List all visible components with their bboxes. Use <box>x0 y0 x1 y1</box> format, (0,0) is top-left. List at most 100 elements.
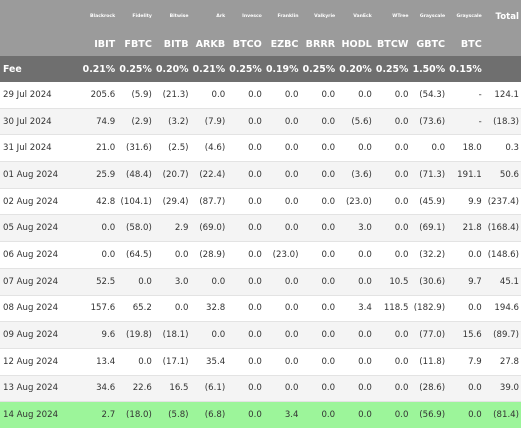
flow-cell: 25.9 <box>80 161 118 189</box>
flow-cell: 0.0 <box>263 82 301 109</box>
flow-cell: - <box>447 108 484 136</box>
flow-cell: 0.0 <box>227 241 264 269</box>
table-row: 12 Aug 2024 13.4 0.0 (17.1) 35.4 0.0 0.0 0.0 0.0… <box>0 348 521 376</box>
fee-cell: 0.25% <box>300 56 338 82</box>
flow-cell: (17.1) <box>153 348 191 376</box>
flow-cell: 52.5 <box>80 268 118 296</box>
flow-cell: 118.5 <box>373 295 411 323</box>
fee-cell: 0.21% <box>80 56 118 82</box>
ticker-header: BITB <box>153 33 191 56</box>
flow-cell: (31.6) <box>117 134 154 163</box>
flow-cell: (19.8) <box>117 321 154 349</box>
table-row: 30 Jul 2024 74.9 (2.9) (3.2) (7.9) 0.0 0.0 0.0(… <box>0 108 521 136</box>
flow-cell: (69.1) <box>410 214 448 243</box>
flow-cell: 21.8 <box>447 214 484 243</box>
flow-cell: 0.0 <box>227 188 264 216</box>
flow-cell: 0.0 <box>337 375 374 403</box>
flow-cell: 0.0 <box>300 82 338 109</box>
flow-cell: (58.0) <box>117 214 154 243</box>
date-cell: 06 Aug 2024 <box>0 241 81 269</box>
fee-cell: 1.50% <box>410 56 448 82</box>
date-cell: 12 Aug 2024 <box>0 348 81 376</box>
issuer-header: Valkyrie <box>300 0 338 33</box>
ticker-header: GBTC <box>410 33 448 56</box>
flow-cell: 2.7 <box>80 401 118 428</box>
flow-cell: 9.9 <box>447 188 484 216</box>
flow-cell: 0.0 <box>263 295 301 323</box>
flow-cell: (71.3) <box>410 161 448 189</box>
flow-cell: (5.6) <box>337 108 374 136</box>
flow-cell: 15.6 <box>447 321 484 349</box>
flow-cell: (30.6) <box>410 268 448 296</box>
issuer-header: Bitwise <box>153 0 191 33</box>
flow-cell: 0.0 <box>263 348 301 376</box>
flow-cell: 0.0 <box>227 268 264 296</box>
issuer-header: Grayscale <box>447 0 484 33</box>
flow-cell: 0.0 <box>190 82 228 109</box>
date-cell: 01 Aug 2024 <box>0 161 81 189</box>
total-cell: (81.4) <box>483 401 521 428</box>
flow-cell: 0.0 <box>300 401 338 428</box>
flow-cell: (3.6) <box>337 161 374 189</box>
flow-cell: 0.0 <box>373 82 411 109</box>
flow-cell: 21.0 <box>80 134 118 163</box>
flow-cell: 34.6 <box>80 375 118 403</box>
flow-cell: (18.1) <box>153 321 191 349</box>
flow-cell: 0.0 <box>447 401 484 428</box>
flow-cell: 0.0 <box>300 108 338 136</box>
flow-cell: 2.9 <box>153 214 191 243</box>
date-cell: 07 Aug 2024 <box>0 268 81 296</box>
total-cell: (168.4) <box>483 214 521 243</box>
flow-cell: (28.6) <box>410 375 448 403</box>
flow-cell: (6.1) <box>190 375 228 403</box>
flow-cell: 18.0 <box>447 134 484 163</box>
flow-cell: 9.7 <box>447 268 484 296</box>
flow-cell: 0.0 <box>337 401 374 428</box>
flow-cell: 0.0 <box>300 161 338 189</box>
flow-cell: 0.0 <box>227 295 264 323</box>
total-cell: 124.1 <box>483 82 521 109</box>
ticker-header: BTCW <box>373 33 411 56</box>
flow-cell: 0.0 <box>337 348 374 376</box>
flow-cell: 3.0 <box>337 214 374 243</box>
flow-cell: 0.0 <box>373 321 411 349</box>
flow-cell: 0.0 <box>227 134 264 163</box>
flow-cell: 0.0 <box>447 375 484 403</box>
flow-cell: (2.5) <box>153 134 191 163</box>
fee-cell: 0.19% <box>263 56 301 82</box>
flow-cell: 65.2 <box>117 295 154 323</box>
ticker-header: IBIT <box>80 33 118 56</box>
flow-cell: 0.0 <box>373 134 411 163</box>
total-header: Total <box>483 0 521 33</box>
flow-cell: 0.0 <box>300 321 338 349</box>
flow-cell: 22.6 <box>117 375 154 403</box>
flow-cell: 32.8 <box>190 295 228 323</box>
flow-cell: 74.9 <box>80 108 118 136</box>
fee-cell: 0.25% <box>227 56 264 82</box>
table-row: 09 Aug 2024 9.6 (19.8) (18.1) 0.0 0.0 0.0 0.0 0.… <box>0 321 521 349</box>
flow-cell: 0.0 <box>337 268 374 296</box>
flow-cell: 157.6 <box>80 295 118 323</box>
flow-cell: (7.9) <box>190 108 228 136</box>
flow-cell: 0.0 <box>373 161 411 189</box>
flow-cell: (32.2) <box>410 241 448 269</box>
total-cell: (237.4) <box>483 188 521 216</box>
flow-cell: 0.0 <box>373 401 411 428</box>
total-cell: 45.1 <box>483 268 521 296</box>
table-row: 13 Aug 2024 34.6 22.6 16.5 (6.1) 0.0 0.0 0.0 0.0… <box>0 375 521 403</box>
fee-cell: 0.20% <box>153 56 191 82</box>
fee-cell: 0.20% <box>337 56 374 82</box>
table-row: 31 Jul 2024 21.0 (31.6) (2.5) (4.6) 0.0 0.0 0.0… <box>0 134 521 163</box>
table-row: 07 Aug 2024 52.5 0.0 3.0 0.0 0.0 0.0 0.0 0.0 10.5… <box>0 268 521 296</box>
flow-cell: (20.7) <box>153 161 191 189</box>
flow-cell: 0.0 <box>337 241 374 269</box>
flow-cell: 0.0 <box>227 214 264 243</box>
flow-cell: (77.0) <box>410 321 448 349</box>
ticker-total-cell <box>483 33 521 56</box>
flow-cell: (45.9) <box>410 188 448 216</box>
issuer-header: Blackrock <box>80 0 118 33</box>
date-cell: 13 Aug 2024 <box>0 375 81 403</box>
flow-cell: 0.0 <box>263 321 301 349</box>
fee-label: Fee <box>0 56 81 82</box>
date-cell: 09 Aug 2024 <box>0 321 81 349</box>
